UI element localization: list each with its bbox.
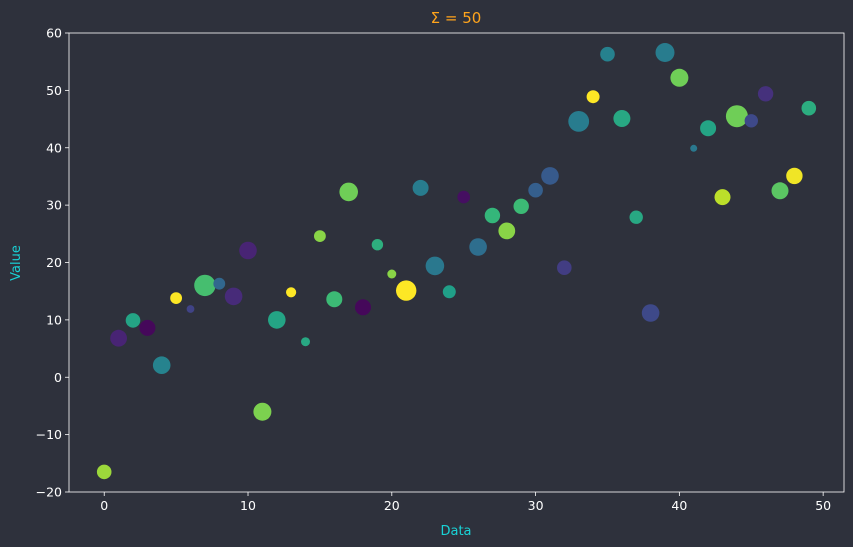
data-point: [96, 464, 112, 480]
data-point: [425, 256, 445, 276]
data-point: [629, 210, 643, 224]
data-point: [670, 68, 689, 87]
data-point: [513, 198, 529, 214]
x-tick-label: 30: [528, 498, 544, 513]
x-axis: 0 10 20 30 40 50: [100, 492, 831, 513]
points-layer: [96, 43, 817, 480]
data-point: [371, 239, 384, 251]
y-tick-label: 20: [46, 255, 62, 270]
data-point: [725, 105, 748, 128]
data-point: [557, 260, 572, 276]
y-tick-label: 60: [46, 26, 62, 41]
data-point: [541, 167, 559, 185]
data-point: [613, 110, 631, 127]
data-point: [700, 120, 717, 137]
y-axis-label: Value: [9, 245, 24, 281]
x-axis-label: Data: [440, 524, 471, 539]
chart-title: Σ = 50: [431, 9, 482, 27]
y-tick-label: −10: [36, 427, 62, 442]
y-tick-label: 40: [46, 140, 62, 155]
x-tick-label: 0: [100, 498, 108, 513]
data-point: [110, 329, 127, 347]
data-point: [387, 269, 397, 279]
data-point: [339, 182, 359, 202]
data-point: [286, 287, 297, 298]
data-point: [457, 190, 471, 204]
y-axis: −20 −10 0 10 20 30 40 50 60: [36, 26, 69, 500]
data-point: [690, 144, 698, 152]
data-point: [641, 304, 660, 322]
data-point: [396, 280, 417, 301]
y-tick-label: −20: [36, 485, 62, 500]
axes-frame: [68, 32, 845, 493]
x-tick-label: 40: [671, 498, 687, 513]
data-point: [139, 319, 156, 336]
data-point: [301, 337, 310, 347]
data-point: [194, 274, 216, 297]
data-point: [498, 222, 516, 240]
data-point: [600, 46, 615, 62]
data-point: [655, 43, 675, 62]
y-tick-label: 0: [54, 370, 62, 385]
data-point: [786, 167, 803, 185]
data-point: [224, 287, 243, 306]
data-point: [484, 207, 501, 224]
data-point: [239, 241, 257, 260]
data-point: [152, 356, 171, 375]
x-tick-label: 10: [240, 498, 256, 513]
data-point: [568, 111, 590, 132]
data-point: [757, 86, 774, 102]
data-point: [528, 182, 543, 198]
data-point: [186, 305, 195, 313]
data-point: [268, 311, 286, 329]
data-point: [771, 182, 789, 200]
data-point: [412, 179, 429, 196]
x-tick-label: 20: [384, 498, 400, 513]
data-point: [213, 277, 226, 290]
data-point: [314, 230, 326, 243]
data-point: [442, 285, 456, 299]
y-tick-label: 30: [46, 198, 62, 213]
y-tick-label: 10: [46, 312, 62, 327]
data-point: [326, 291, 343, 308]
data-point: [125, 313, 141, 328]
data-point: [714, 189, 731, 206]
data-point: [355, 299, 371, 316]
data-point: [801, 100, 817, 116]
x-tick-label: 50: [815, 498, 831, 513]
y-tick-label: 50: [46, 83, 62, 98]
data-point: [170, 292, 183, 304]
data-point: [253, 402, 272, 421]
data-point: [586, 90, 600, 104]
data-point: [469, 238, 487, 256]
data-point: [744, 114, 758, 128]
